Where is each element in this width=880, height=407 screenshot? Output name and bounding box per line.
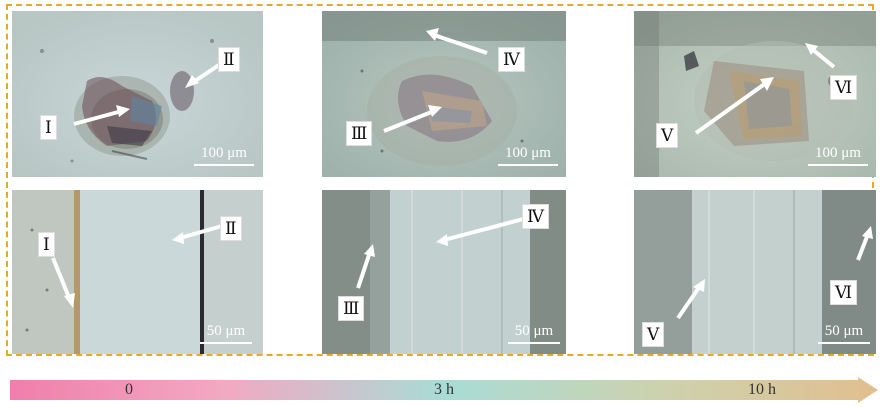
region-label: Ⅵ [830, 280, 858, 305]
micrograph-bottom-3h-image [322, 190, 566, 354]
scale-bar-line [508, 342, 560, 344]
region-label: Ⅰ [40, 115, 57, 140]
timeline-arrow [10, 377, 878, 403]
region-label: Ⅲ [346, 121, 373, 146]
scale-bar: 100 μm [498, 146, 558, 166]
scale-bar: 50 μm [200, 324, 252, 344]
timeline-label-3h: 3 h [434, 381, 454, 398]
micrograph-top-10h: Ⅵ Ⅴ 100 μm [634, 11, 876, 177]
scale-bar-line [498, 164, 558, 166]
scale-bar-line [200, 342, 252, 344]
scale-bar-label: 100 μm [505, 145, 551, 161]
scale-bar-label: 50 μm [206, 323, 246, 339]
scale-bar-line [194, 164, 254, 166]
scale-bar: 100 μm [194, 146, 254, 166]
region-label: Ⅱ [220, 216, 242, 241]
scale-bar-label: 50 μm [514, 323, 554, 339]
region-label: Ⅴ [656, 123, 679, 148]
micrograph-top-3h: Ⅳ Ⅲ 100 μm [322, 11, 566, 177]
micrograph-top-0h-image [12, 11, 263, 177]
scale-bar-line [808, 164, 868, 166]
region-label: Ⅰ [38, 232, 55, 257]
micrograph-bottom-0h-image [12, 190, 263, 354]
region-label: Ⅱ [218, 47, 240, 72]
micrograph-bottom-0h: Ⅰ Ⅱ 50 μm [12, 190, 263, 354]
timeline-label-10h: 10 h [748, 381, 776, 398]
region-label: Ⅵ [830, 75, 858, 100]
scale-bar-line [818, 342, 870, 344]
micrograph-bottom-10h: Ⅵ Ⅴ 50 μm [634, 190, 876, 354]
micrograph-top-10h-image [634, 11, 876, 177]
micrograph-top-0h: Ⅰ Ⅱ 100 μm [12, 11, 263, 177]
region-label: Ⅳ [522, 204, 549, 229]
scale-bar: 50 μm [508, 324, 560, 344]
scale-bar-label: 100 μm [815, 145, 861, 161]
micrograph-bottom-10h-image [634, 190, 876, 354]
micrograph-bottom-3h: Ⅳ Ⅲ 50 μm [322, 190, 566, 354]
region-label: Ⅴ [642, 322, 665, 347]
region-label: Ⅳ [498, 47, 525, 72]
scale-bar-label: 50 μm [824, 323, 864, 339]
timeline-label-0h: 0 [125, 381, 133, 398]
scale-bar: 100 μm [808, 146, 868, 166]
micrograph-top-3h-image [322, 11, 566, 177]
region-label: Ⅲ [338, 296, 365, 321]
scale-bar: 50 μm [818, 324, 870, 344]
scale-bar-label: 100 μm [201, 145, 247, 161]
panel-frame [6, 4, 874, 356]
